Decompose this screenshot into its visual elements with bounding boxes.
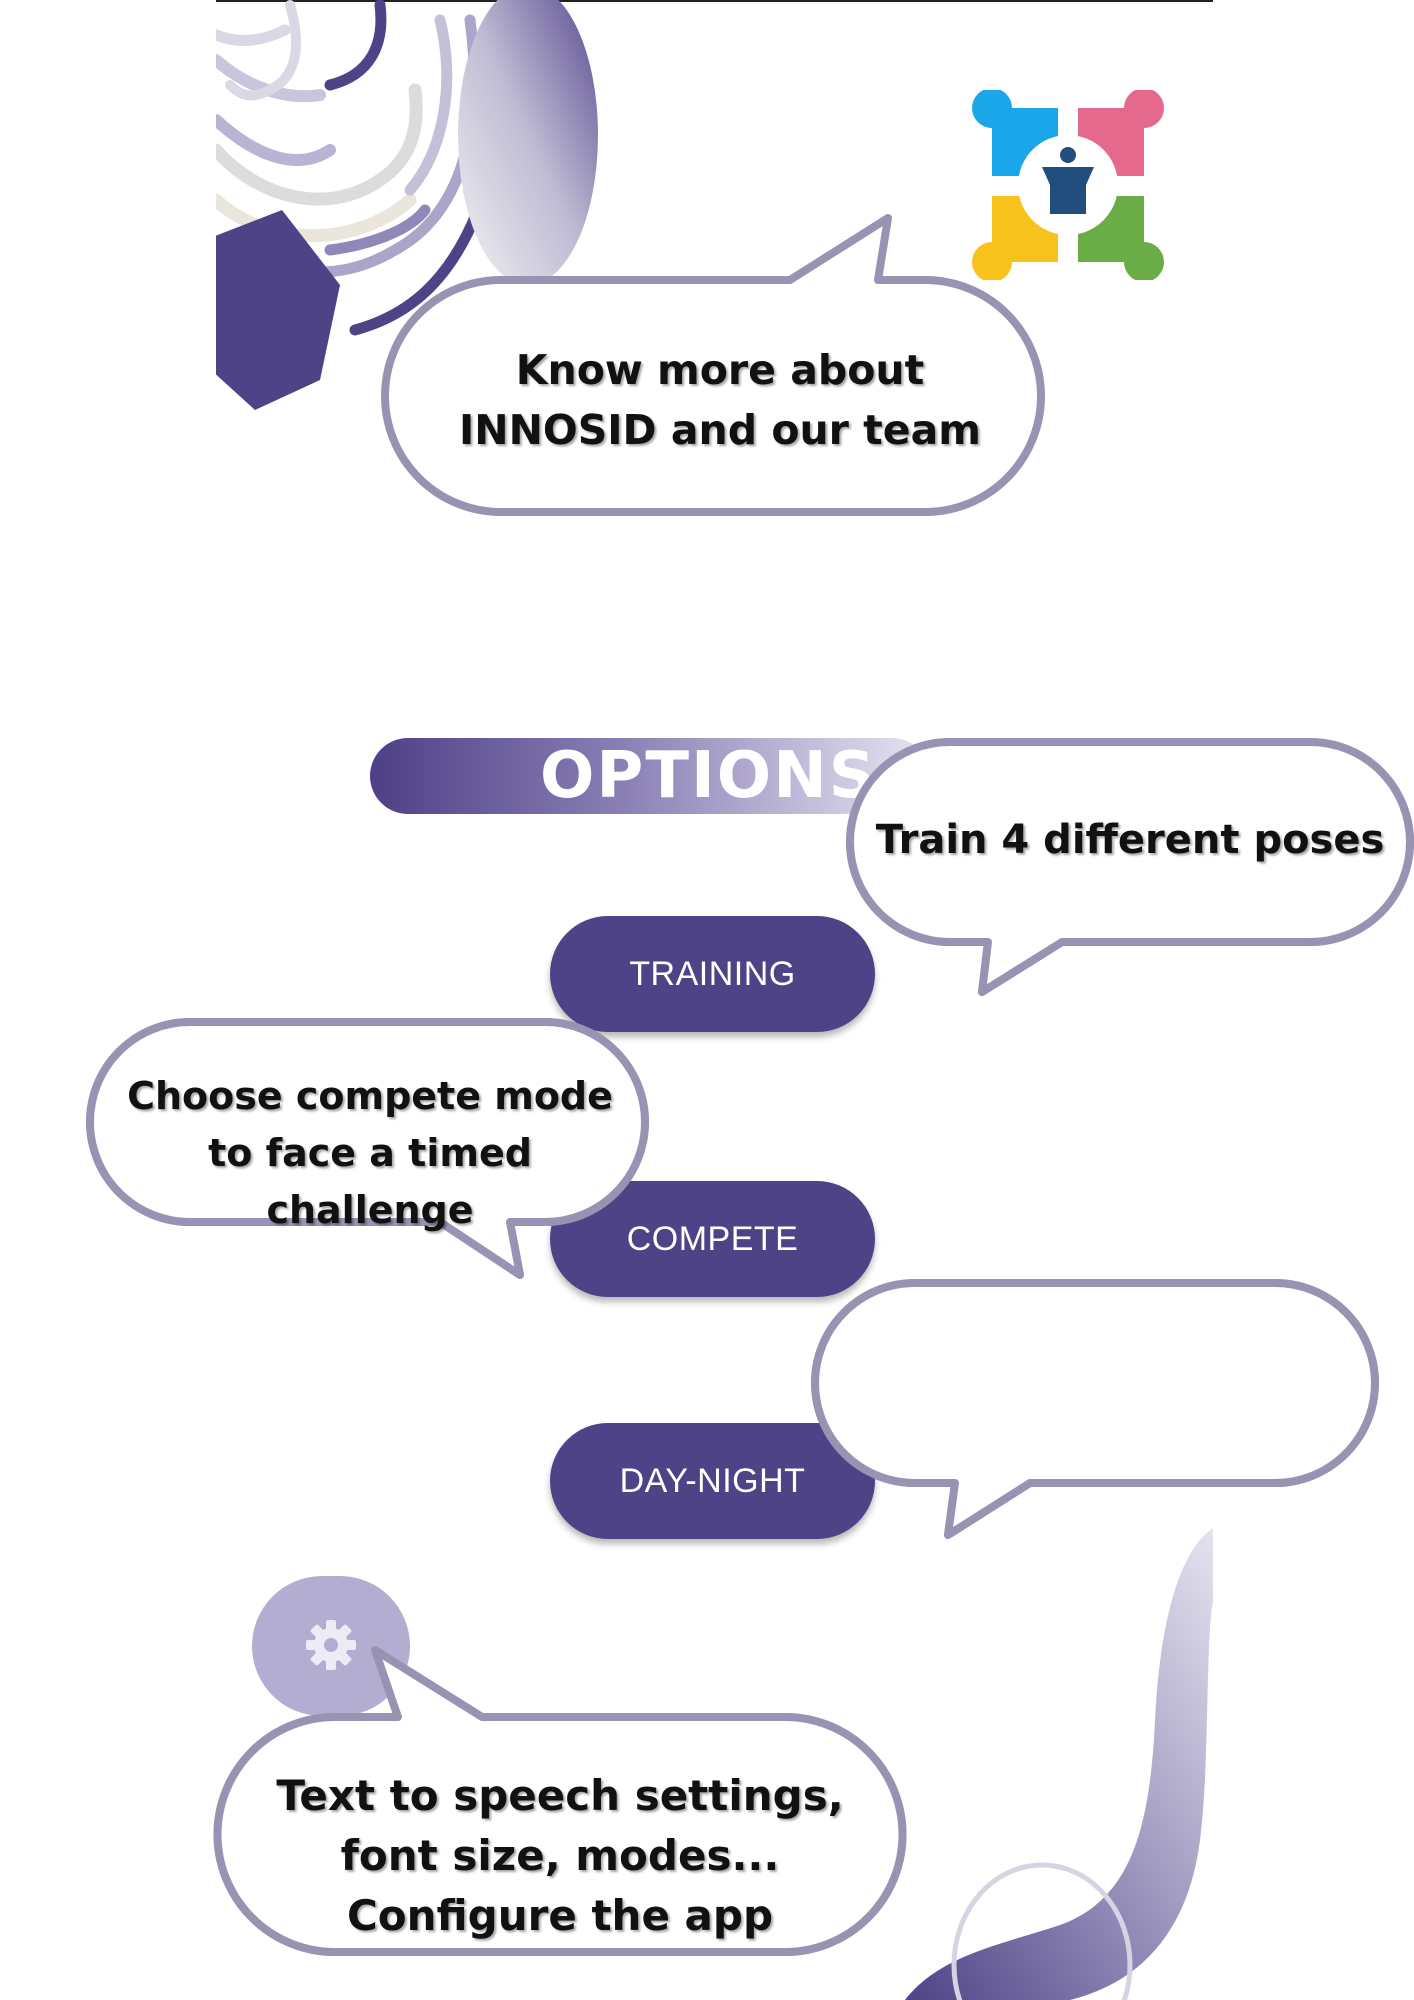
settings-tooltip-text: Text to speech settings, font size, mode… xyxy=(276,1771,844,1940)
options-title: OPTIONS xyxy=(540,739,877,813)
top-divider xyxy=(216,0,1213,2)
about-bubble-text[interactable]: Know more about INNOSID and our team xyxy=(459,346,981,454)
training-tooltip-overlay xyxy=(846,738,1414,996)
compete-tooltip-overlay xyxy=(86,1018,649,1279)
training-tooltip-text: Train 4 different poses xyxy=(875,817,1385,863)
wave-art xyxy=(905,1528,1213,2000)
compete-button[interactable]: COMPETE xyxy=(550,1181,875,1297)
settings-tooltip-overlay xyxy=(213,1646,907,1956)
training-button[interactable]: TRAINING xyxy=(550,916,875,1032)
settings-button[interactable] xyxy=(252,1576,410,1716)
day-night-button[interactable]: DAY-NIGHT xyxy=(550,1423,875,1539)
options-banner xyxy=(370,738,930,814)
gradient-oval-art xyxy=(458,0,598,285)
day-night-tooltip-overlay xyxy=(811,1279,1379,1539)
outline-ring-art xyxy=(951,1862,1133,2000)
compete-tooltip-text: Choose compete mode to face a timed chal… xyxy=(127,1074,613,1232)
gear-icon xyxy=(306,1620,356,1670)
innosid-logo xyxy=(972,90,1164,280)
